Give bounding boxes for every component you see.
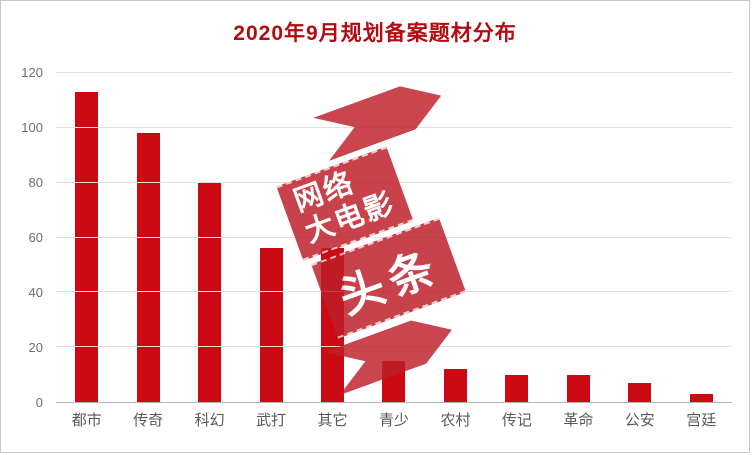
gridline [56, 72, 732, 73]
bar-slot [486, 73, 547, 402]
bar-传记 [505, 374, 529, 402]
bar-宫廷 [689, 393, 713, 402]
x-tick-label: 其它 [317, 412, 348, 429]
x-tick-label: 都市 [71, 412, 102, 429]
y-tick-label: 20 [28, 340, 43, 356]
y-axis: 0 20 40 60 80 100 120 [9, 65, 49, 410]
x-tick-label: 武打 [256, 412, 287, 429]
x-tick-label: 青少 [378, 412, 409, 429]
bar-公安 [628, 382, 652, 402]
bar-slot [425, 73, 486, 402]
watermark-text-headline: 头条 [332, 239, 448, 324]
bar-slot [117, 73, 178, 402]
bar-传奇 [136, 133, 160, 402]
x-tick-label: 传记 [501, 412, 532, 429]
y-tick-label: 120 [21, 65, 43, 80]
y-tick-label: 0 [35, 395, 43, 410]
x-tick-label: 传奇 [133, 412, 164, 429]
bar-slot [179, 73, 240, 402]
x-tick-label: 农村 [440, 412, 471, 429]
bar-武打 [259, 248, 283, 402]
chart-title: 2020年9月规划备案题材分布 [233, 22, 517, 45]
bar-slot [548, 73, 609, 402]
y-tick-label: 60 [28, 230, 43, 245]
y-tick-label: 80 [28, 175, 43, 191]
bar-slot [56, 73, 117, 402]
y-tick-label: 40 [28, 285, 43, 301]
bar-都市 [75, 92, 99, 402]
y-tick-label: 100 [21, 120, 43, 135]
bar-slot [240, 73, 301, 402]
bar-革命 [566, 374, 590, 402]
x-tick-label: 宫廷 [686, 412, 717, 429]
x-axis: 都市 传奇 科幻 武打 其它 青少 农村 传记 革命 公安 宫廷 [56, 409, 732, 430]
x-tick-label: 革命 [563, 412, 594, 429]
bar-农村 [443, 369, 467, 402]
bar-slot [609, 73, 670, 402]
x-tick-label: 公安 [624, 412, 655, 429]
x-tick-label: 科幻 [194, 412, 225, 429]
bar-slot [671, 73, 732, 402]
